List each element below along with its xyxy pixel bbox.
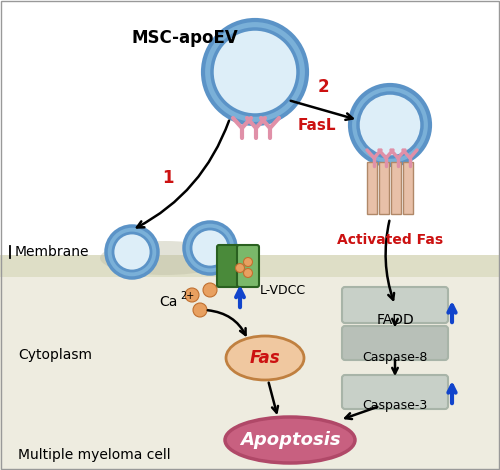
Text: FADD: FADD [376,313,414,327]
Text: Ca: Ca [160,295,178,309]
Circle shape [113,233,151,271]
Circle shape [244,258,252,266]
Text: FasL: FasL [298,118,337,133]
Bar [391,162,401,214]
Text: Fas: Fas [250,349,280,367]
FancyBboxPatch shape [217,245,239,287]
Text: MSC-apoEV: MSC-apoEV [132,29,238,47]
Circle shape [236,264,244,273]
Text: 2+: 2+ [180,291,194,301]
Bar [367,162,377,214]
Bar [0,255,500,277]
Text: Caspase-3: Caspase-3 [362,400,428,413]
Circle shape [203,20,307,124]
Circle shape [203,283,217,297]
FancyBboxPatch shape [342,326,448,360]
Text: Activated Fas: Activated Fas [337,233,443,247]
Circle shape [358,93,422,157]
Bar [403,162,413,214]
Bar [0,255,500,277]
Circle shape [191,229,229,267]
Text: Multiple myeloma cell: Multiple myeloma cell [18,448,171,462]
Circle shape [106,226,158,278]
Bar [0,277,500,470]
Text: 1: 1 [162,169,174,187]
Text: Caspase-8: Caspase-8 [362,351,428,363]
Text: 2: 2 [317,78,329,96]
Text: Cytoplasm: Cytoplasm [18,348,92,362]
Bar [379,162,389,214]
Ellipse shape [226,336,304,380]
Ellipse shape [100,241,230,275]
Circle shape [350,85,430,165]
Bar [0,0,500,265]
Ellipse shape [225,417,355,463]
Text: L-VDCC: L-VDCC [260,283,306,297]
Circle shape [212,29,298,115]
Circle shape [184,222,236,274]
Circle shape [193,303,207,317]
Circle shape [244,268,252,277]
Text: Membrane: Membrane [15,245,90,259]
FancyBboxPatch shape [342,287,448,323]
Circle shape [185,288,199,302]
Text: Apoptosis: Apoptosis [240,431,340,449]
FancyBboxPatch shape [342,375,448,409]
FancyBboxPatch shape [237,245,259,287]
